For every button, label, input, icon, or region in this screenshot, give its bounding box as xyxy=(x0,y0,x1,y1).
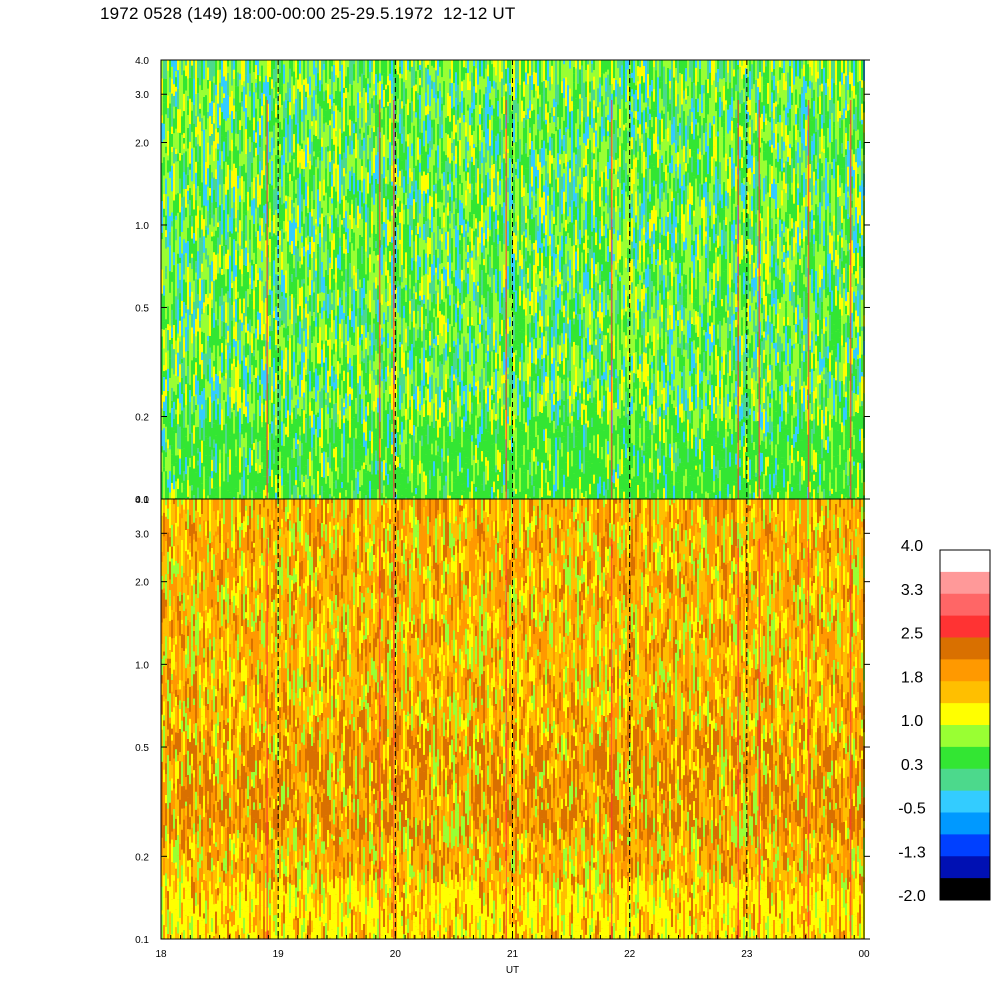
red-streak xyxy=(758,100,760,499)
x-tick-label: 20 xyxy=(390,949,402,960)
colorbar-label: -2.0 xyxy=(898,888,926,905)
colorbar-label: 1.0 xyxy=(901,713,923,730)
y-tick-label: 0.5 xyxy=(135,303,149,314)
y-tick-label: 0.1 xyxy=(135,495,149,506)
colorbar-swatch xyxy=(940,856,990,879)
x-tick-label: 19 xyxy=(273,949,285,960)
colorbar-swatch xyxy=(940,725,990,748)
colorbar-label: 2.5 xyxy=(901,626,923,643)
red-streak xyxy=(758,539,760,939)
colorbar-label: 3.3 xyxy=(901,582,923,599)
colorbar-label: 1.8 xyxy=(901,669,923,686)
y-tick-label: 4.0 xyxy=(135,56,149,67)
x-axis-label: UT xyxy=(506,965,519,976)
red-streak xyxy=(393,539,395,939)
colorbar-swatch xyxy=(940,681,990,704)
red-streak xyxy=(849,100,852,499)
colorbar-swatch xyxy=(940,550,990,573)
colorbar-label: 0.3 xyxy=(901,757,923,774)
colorbar-swatch xyxy=(940,746,990,770)
red-streak xyxy=(737,100,739,499)
red-streak xyxy=(266,100,268,499)
colorbar-label: -1.3 xyxy=(898,844,926,861)
red-streak xyxy=(266,539,268,939)
y-tick-label: 0.2 xyxy=(135,852,149,863)
colorbar-swatch xyxy=(940,637,990,660)
colorbar-swatch xyxy=(940,659,990,682)
red-streak xyxy=(505,100,507,499)
colorbar-swatch xyxy=(940,593,990,617)
red-streak xyxy=(610,100,613,499)
y-tick-label: 0.2 xyxy=(135,413,149,424)
y-tick-label: 2.0 xyxy=(135,578,149,589)
red-streak xyxy=(737,539,739,939)
colorbar-swatch xyxy=(940,768,990,792)
red-streak xyxy=(807,100,810,499)
y-tick-label: 2.0 xyxy=(135,138,149,149)
bottom-spectrogram-panel: 0.1 0.2 0.5 1.0 2.0 3.0 4.0 xyxy=(135,495,870,946)
x-tick-label: 00 xyxy=(858,949,870,960)
colorbar-swatch xyxy=(940,615,990,639)
colorbar-swatch xyxy=(940,878,990,901)
top-spectrogram-panel: 0.1 0.2 0.5 1.0 2.0 3.0 4.0 xyxy=(135,56,870,506)
plot-title: 1972 0528 (149) 18:00-00:00 25-29.5.1972… xyxy=(100,4,515,24)
red-streak xyxy=(378,539,381,939)
red-streak xyxy=(807,539,810,939)
red-streak xyxy=(849,539,852,939)
x-tick-label: 23 xyxy=(741,949,753,960)
x-tick-label: 21 xyxy=(507,949,519,960)
x-tick-label: 22 xyxy=(624,949,636,960)
red-streak xyxy=(393,100,395,499)
colorbar-label: 4.0 xyxy=(901,538,923,555)
y-tick-label: 4.0 xyxy=(135,495,149,506)
colorbar-swatch xyxy=(940,812,990,835)
red-streak xyxy=(610,539,613,939)
y-tick-label: 1.0 xyxy=(135,660,149,671)
red-streak xyxy=(378,100,381,499)
y-tick-label: 3.0 xyxy=(135,90,149,101)
x-tick-label: 18 xyxy=(155,949,167,960)
colorbar-swatch xyxy=(940,571,990,595)
y-tick-label: 3.0 xyxy=(135,529,149,540)
colorbar-swatch xyxy=(940,834,990,857)
y-tick-label: 1.0 xyxy=(135,221,149,232)
y-tick-label: 0.1 xyxy=(135,935,149,946)
colorbar-frame xyxy=(939,549,991,901)
colorbar: 4.0 3.3 2.5 1.8 1.0 0.3 -0.5 -1.3 -2.0 xyxy=(898,538,991,905)
y-tick-label: 0.5 xyxy=(135,743,149,754)
colorbar-swatch xyxy=(940,703,990,726)
colorbar-label: -0.5 xyxy=(898,801,926,818)
colorbar-swatch xyxy=(940,790,990,814)
red-streak xyxy=(505,539,507,939)
